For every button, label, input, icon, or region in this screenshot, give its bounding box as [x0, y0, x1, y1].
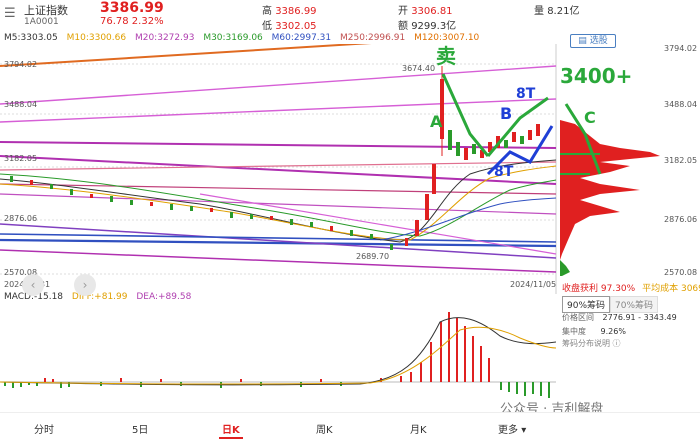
- y-axis-label-right: 3488.04: [664, 100, 698, 109]
- tab-70-chip[interactable]: 70%筹码: [610, 296, 659, 313]
- chip-desc-link[interactable]: 筹码分布说明 ⓘ: [562, 339, 621, 348]
- chip-tabs: 90%筹码 70%筹码: [562, 296, 659, 313]
- stock-code: 1A0001: [24, 17, 59, 27]
- price-change: 76.78 2.32%: [100, 16, 164, 27]
- y-axis-label-right: 2876.06: [664, 215, 698, 224]
- ma20-label: M20:3272.93: [134, 33, 195, 43]
- label-c: C: [584, 108, 596, 127]
- chip-distribution: [560, 120, 660, 276]
- y-axis-label: 3794.02: [4, 60, 38, 69]
- quote-header: ☰ 上证指数 1A0001 3386.99 76.78 2.32% 高 3386…: [0, 0, 700, 32]
- select-stock-button[interactable]: ▤ 选股: [570, 34, 616, 48]
- prev-arrow-icon[interactable]: ‹: [22, 274, 44, 296]
- tab-5day[interactable]: 5日: [132, 425, 149, 436]
- y-axis-label: 3182.05: [4, 154, 38, 163]
- high-price-marker: 3674.40: [402, 64, 436, 73]
- low-stat: 低 3302.05: [262, 21, 317, 32]
- sell-annotation: 卖: [436, 44, 456, 68]
- tab-90-chip[interactable]: 90%筹码: [562, 296, 611, 313]
- candles: [10, 66, 540, 250]
- concentration: 集中度 9.26%: [562, 327, 626, 336]
- question-icon: ⓘ: [612, 339, 621, 348]
- y-axis-label: 2876.06: [4, 214, 38, 223]
- tab-weekly-k[interactable]: 周K: [316, 425, 333, 436]
- volume-stat: 量 8.21亿: [534, 6, 580, 17]
- date-end: 2024/11/05: [510, 280, 557, 289]
- y-axis-label-right: 3182.05: [664, 156, 698, 165]
- high-stat: 高 3386.99: [262, 6, 317, 17]
- macd-value: MACD:-15.18: [4, 292, 64, 302]
- price-range: 价格区间 2776.91 - 3343.49: [562, 313, 677, 322]
- ma60-label: M60:2997.31: [271, 33, 332, 43]
- tab-daily-k[interactable]: 日K: [222, 425, 240, 436]
- tab-monthly-k[interactable]: 月K: [410, 425, 427, 436]
- ma5-label: M5:3303.05: [4, 33, 58, 43]
- ma250-label: M250:2996.91: [340, 33, 406, 43]
- macd-chart: [0, 312, 556, 398]
- open-stat: 开 3306.81: [398, 6, 453, 17]
- menu-icon[interactable]: ☰: [4, 6, 16, 21]
- ma120-label: M120:3007.10: [414, 33, 480, 43]
- dea-value: DEA:+89.58: [136, 292, 192, 302]
- low-price-marker: 2689.70: [356, 252, 390, 261]
- y-axis-label-right: 3794.02: [664, 44, 698, 53]
- y-axis-label-right: 2570.08: [664, 268, 698, 277]
- label-a: A: [430, 112, 443, 131]
- stock-name: 上证指数: [24, 4, 68, 17]
- next-arrow-icon[interactable]: ›: [74, 274, 96, 296]
- ma30-label: M30:3169.06: [203, 33, 263, 43]
- amount-stat: 额 9299.3亿: [398, 21, 457, 32]
- bt-annotation-1: 8T: [516, 86, 536, 102]
- macd-legend: MACD:-15.18 DIFF:+81.99 DEA:+89.58: [4, 292, 191, 302]
- tab-intraday[interactable]: 分时: [34, 425, 54, 436]
- diff-value: DIFF:+81.99: [71, 292, 128, 302]
- target-annotation: 3400+: [560, 64, 633, 88]
- y-axis-label: 3488.04: [4, 100, 38, 109]
- ma10-label: M10:3300.66: [66, 33, 127, 43]
- y-axis-label: 2570.08: [4, 268, 38, 277]
- current-price: 3386.99: [100, 0, 164, 16]
- moving-average-legend: M5:3303.05 M10:3300.66 M20:3272.93 M30:3…: [4, 33, 485, 43]
- kline-chart[interactable]: [0, 44, 700, 294]
- list-icon: ▤: [578, 36, 587, 46]
- chevron-down-icon: ▾: [521, 425, 527, 436]
- period-tab-bar: 分时 5日 日K 周K 月K 更多 ▾: [0, 412, 700, 439]
- label-b: B: [500, 104, 513, 123]
- tab-more[interactable]: 更多 ▾: [498, 425, 527, 436]
- bt-annotation-2: 8T: [494, 164, 514, 180]
